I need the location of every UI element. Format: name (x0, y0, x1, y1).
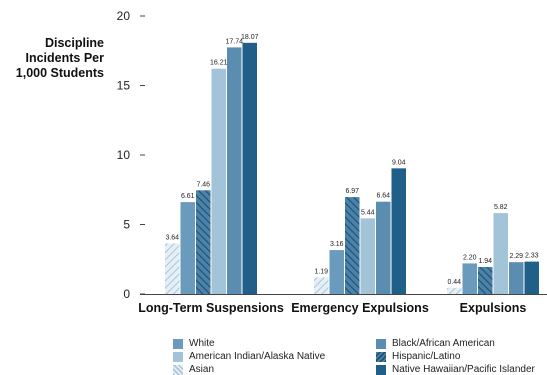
bar (376, 201, 391, 294)
bar (211, 68, 226, 294)
legend-label: Native Hawaiian/Pacific Islander (392, 364, 535, 375)
legend-swatch (376, 338, 386, 349)
axes: 0 5 10 15 20 Long-Term Suspensions Emergency E… (117, 9, 547, 315)
data-label: 5.44 (361, 209, 375, 216)
x-category-label: Expulsions (460, 301, 527, 315)
legend-label: Black/African American (392, 338, 495, 349)
bar (391, 168, 406, 294)
bar (242, 42, 257, 295)
data-label: 7.46 (196, 181, 210, 188)
data-label: 18.07 (241, 34, 259, 41)
x-category-label: Long-Term Suspensions (138, 301, 284, 315)
legend-label: White (189, 338, 215, 349)
y-tick-label: 15 (117, 79, 131, 93)
data-label: 6.61 (181, 193, 195, 200)
legend-item: Asian (173, 364, 214, 375)
bar (227, 47, 242, 294)
bar (180, 202, 195, 294)
legend-label: Hispanic/Latino (392, 351, 461, 362)
data-label: 3.16 (330, 241, 344, 248)
bar (360, 218, 375, 294)
y-tick-label: 5 (123, 218, 130, 232)
data-label: 9.04 (392, 159, 406, 166)
data-label: 16.21 (210, 60, 228, 67)
bar (462, 263, 477, 294)
bar (314, 277, 329, 294)
bar (447, 287, 462, 294)
data-label: 2.29 (509, 253, 523, 260)
bars (165, 42, 539, 295)
x-category-label: Emergency Expulsions (291, 301, 429, 315)
y-tick-label: 0 (123, 287, 130, 301)
legend-item: American Indian/Alaska Native (173, 351, 325, 362)
bar (165, 243, 180, 294)
legend-item: Black/African American (376, 338, 495, 349)
legend-label: Asian (189, 364, 215, 375)
data-label: 1.19 (314, 268, 328, 275)
legend-item: Native Hawaiian/Pacific Islander (376, 364, 535, 375)
bar (329, 250, 344, 294)
y-tick-label: 10 (117, 148, 131, 162)
legend-label: American Indian/Alaska Native (189, 351, 326, 362)
data-label: 5.82 (494, 204, 508, 211)
data-label: 17.74 (225, 38, 243, 45)
bar (196, 190, 211, 294)
data-label: 0.44 (447, 279, 461, 286)
legend-swatch (376, 351, 386, 362)
y-tick-label: 20 (117, 9, 131, 23)
bar (345, 197, 360, 294)
data-label: 3.64 (165, 234, 179, 241)
data-label: 1.94 (478, 258, 492, 265)
data-label: 2.33 (525, 253, 539, 260)
bar (524, 261, 539, 294)
legend-swatch (173, 364, 183, 375)
data-label: 2.20 (463, 254, 477, 261)
bar (478, 267, 493, 294)
bar (509, 262, 524, 294)
y-axis-label: Discipline Incidents Per 1,000 Students (15, 36, 104, 80)
legend-item: Hispanic/Latino (376, 351, 460, 362)
legend-swatch (173, 338, 183, 349)
bar (493, 213, 508, 294)
legend-item: White (173, 338, 215, 349)
legend-swatch (376, 364, 386, 375)
legend-swatch (173, 351, 183, 362)
data-label: 6.64 (376, 193, 390, 200)
data-label: 6.97 (345, 188, 359, 195)
